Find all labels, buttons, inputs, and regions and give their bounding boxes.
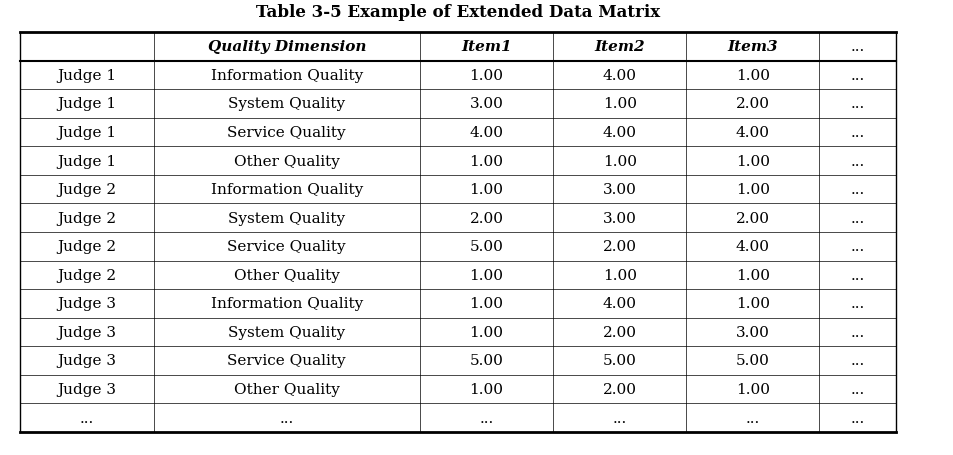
Text: 5.00: 5.00 — [602, 354, 636, 368]
Text: ...: ... — [849, 97, 863, 111]
Text: 5.00: 5.00 — [469, 240, 503, 254]
Text: ...: ... — [849, 40, 863, 54]
Text: Other Quality: Other Quality — [233, 154, 339, 168]
Text: ...: ... — [849, 325, 863, 339]
Text: 2.00: 2.00 — [735, 97, 769, 111]
Text: 2.00: 2.00 — [735, 211, 769, 225]
Text: 1.00: 1.00 — [735, 297, 769, 311]
Text: Service Quality: Service Quality — [227, 126, 346, 140]
Text: ...: ... — [849, 154, 863, 168]
Text: 1.00: 1.00 — [602, 97, 636, 111]
Text: Judge 2: Judge 2 — [57, 240, 116, 254]
Text: 4.00: 4.00 — [602, 126, 636, 140]
Text: 1.00: 1.00 — [469, 154, 503, 168]
Text: Service Quality: Service Quality — [227, 354, 346, 368]
Text: Information Quality: Information Quality — [211, 69, 362, 83]
Text: Item3: Item3 — [727, 40, 778, 54]
Text: 2.00: 2.00 — [602, 382, 636, 396]
Text: 1.00: 1.00 — [735, 69, 769, 83]
Text: 3.00: 3.00 — [602, 211, 636, 225]
Text: 1.00: 1.00 — [735, 268, 769, 282]
Text: ...: ... — [80, 411, 94, 425]
Text: Judge 1: Judge 1 — [57, 69, 116, 83]
Text: 4.00: 4.00 — [469, 126, 503, 140]
Text: Table 3-5 Example of Extended Data Matrix: Table 3-5 Example of Extended Data Matri… — [255, 4, 659, 21]
Text: ...: ... — [849, 297, 863, 311]
Text: 1.00: 1.00 — [469, 325, 503, 339]
Text: 4.00: 4.00 — [735, 126, 769, 140]
Text: Item1: Item1 — [460, 40, 512, 54]
Text: 4.00: 4.00 — [735, 240, 769, 254]
Text: ...: ... — [745, 411, 760, 425]
Text: Judge 1: Judge 1 — [57, 126, 116, 140]
Text: Information Quality: Information Quality — [211, 183, 362, 197]
Text: ...: ... — [279, 411, 294, 425]
Text: System Quality: System Quality — [228, 325, 345, 339]
Text: ...: ... — [849, 126, 863, 140]
Text: 1.00: 1.00 — [602, 268, 636, 282]
Text: System Quality: System Quality — [228, 211, 345, 225]
Text: Information Quality: Information Quality — [211, 297, 362, 311]
Text: 1.00: 1.00 — [735, 382, 769, 396]
Text: Judge 2: Judge 2 — [57, 211, 116, 225]
Text: 3.00: 3.00 — [735, 325, 769, 339]
Text: 3.00: 3.00 — [602, 183, 636, 197]
Text: ...: ... — [849, 240, 863, 254]
Text: Quality Dimension: Quality Dimension — [208, 40, 366, 54]
Text: 5.00: 5.00 — [469, 354, 503, 368]
Text: 1.00: 1.00 — [735, 183, 769, 197]
Text: 4.00: 4.00 — [602, 69, 636, 83]
Text: ...: ... — [849, 382, 863, 396]
Text: ...: ... — [479, 411, 493, 425]
Text: 1.00: 1.00 — [469, 382, 503, 396]
Text: 1.00: 1.00 — [469, 69, 503, 83]
Text: 1.00: 1.00 — [469, 183, 503, 197]
Text: 2.00: 2.00 — [602, 240, 636, 254]
Text: 1.00: 1.00 — [602, 154, 636, 168]
Text: System Quality: System Quality — [228, 97, 345, 111]
Text: 4.00: 4.00 — [602, 297, 636, 311]
Text: ...: ... — [849, 183, 863, 197]
Text: Judge 2: Judge 2 — [57, 183, 116, 197]
Text: 1.00: 1.00 — [469, 268, 503, 282]
Text: Judge 3: Judge 3 — [57, 325, 116, 339]
Text: ...: ... — [849, 354, 863, 368]
Text: Item2: Item2 — [594, 40, 644, 54]
Text: 1.00: 1.00 — [735, 154, 769, 168]
Text: Service Quality: Service Quality — [227, 240, 346, 254]
Text: 3.00: 3.00 — [469, 97, 503, 111]
Text: ...: ... — [849, 411, 863, 425]
Text: Judge 3: Judge 3 — [57, 382, 116, 396]
Text: Judge 3: Judge 3 — [57, 297, 116, 311]
Text: ...: ... — [849, 211, 863, 225]
Text: Other Quality: Other Quality — [233, 268, 339, 282]
Text: Judge 2: Judge 2 — [57, 268, 116, 282]
Text: Judge 1: Judge 1 — [57, 154, 116, 168]
Text: Judge 3: Judge 3 — [57, 354, 116, 368]
Text: 2.00: 2.00 — [469, 211, 503, 225]
Text: Judge 1: Judge 1 — [57, 97, 116, 111]
Text: 2.00: 2.00 — [602, 325, 636, 339]
Text: 1.00: 1.00 — [469, 297, 503, 311]
Text: ...: ... — [849, 268, 863, 282]
Text: ...: ... — [612, 411, 626, 425]
Text: ...: ... — [849, 69, 863, 83]
Text: 5.00: 5.00 — [735, 354, 769, 368]
Text: Other Quality: Other Quality — [233, 382, 339, 396]
